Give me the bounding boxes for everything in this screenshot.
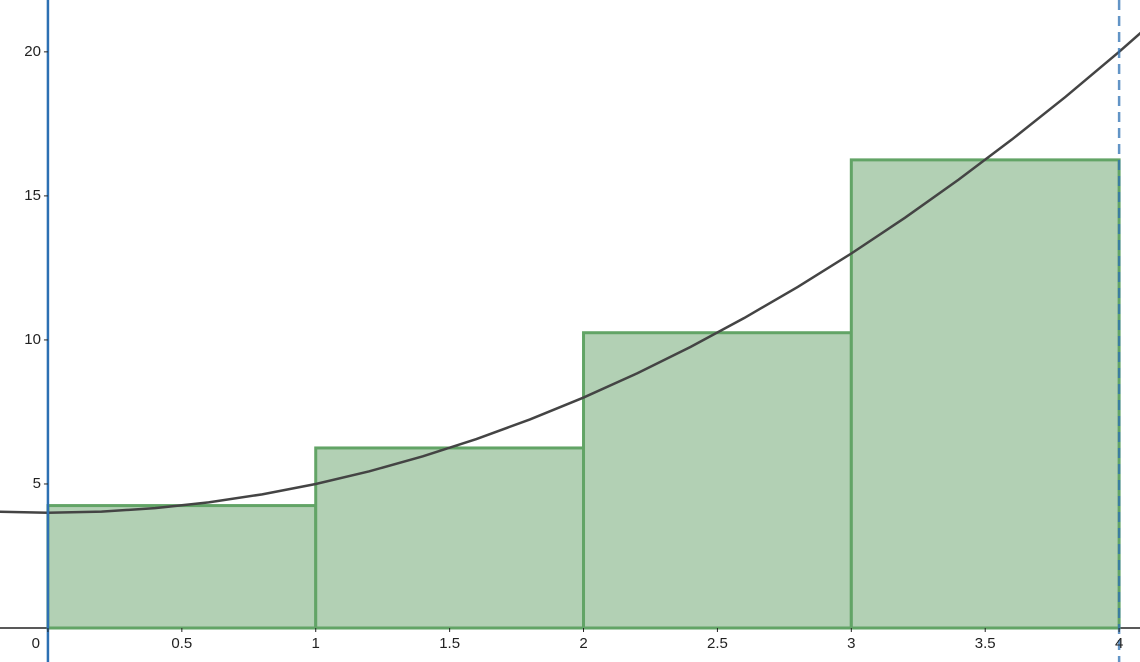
x-tick-label: 0.5: [171, 635, 192, 652]
x-tick-label: 1: [312, 635, 320, 652]
y-tick-label: 10: [24, 331, 41, 348]
x-tick-label: 4: [1115, 635, 1123, 652]
y-tick-label: 15: [24, 187, 41, 204]
riemann-bar: [314, 446, 586, 630]
x-tick-label: 0: [32, 635, 40, 652]
x-tick-label: 1.5: [439, 635, 460, 652]
x-tick-label: 3: [847, 635, 855, 652]
y-tick-label: 20: [24, 43, 41, 60]
riemann-bar: [582, 331, 853, 630]
x-tick-label: 2.5: [707, 635, 728, 652]
riemann-bar: [46, 504, 318, 630]
x-tick-label: 3.5: [975, 635, 996, 652]
x-tick-label: 2: [579, 635, 587, 652]
function-curve: [0, 31, 1140, 515]
riemann-bar: [849, 158, 1121, 630]
y-tick-label: 5: [33, 475, 41, 492]
